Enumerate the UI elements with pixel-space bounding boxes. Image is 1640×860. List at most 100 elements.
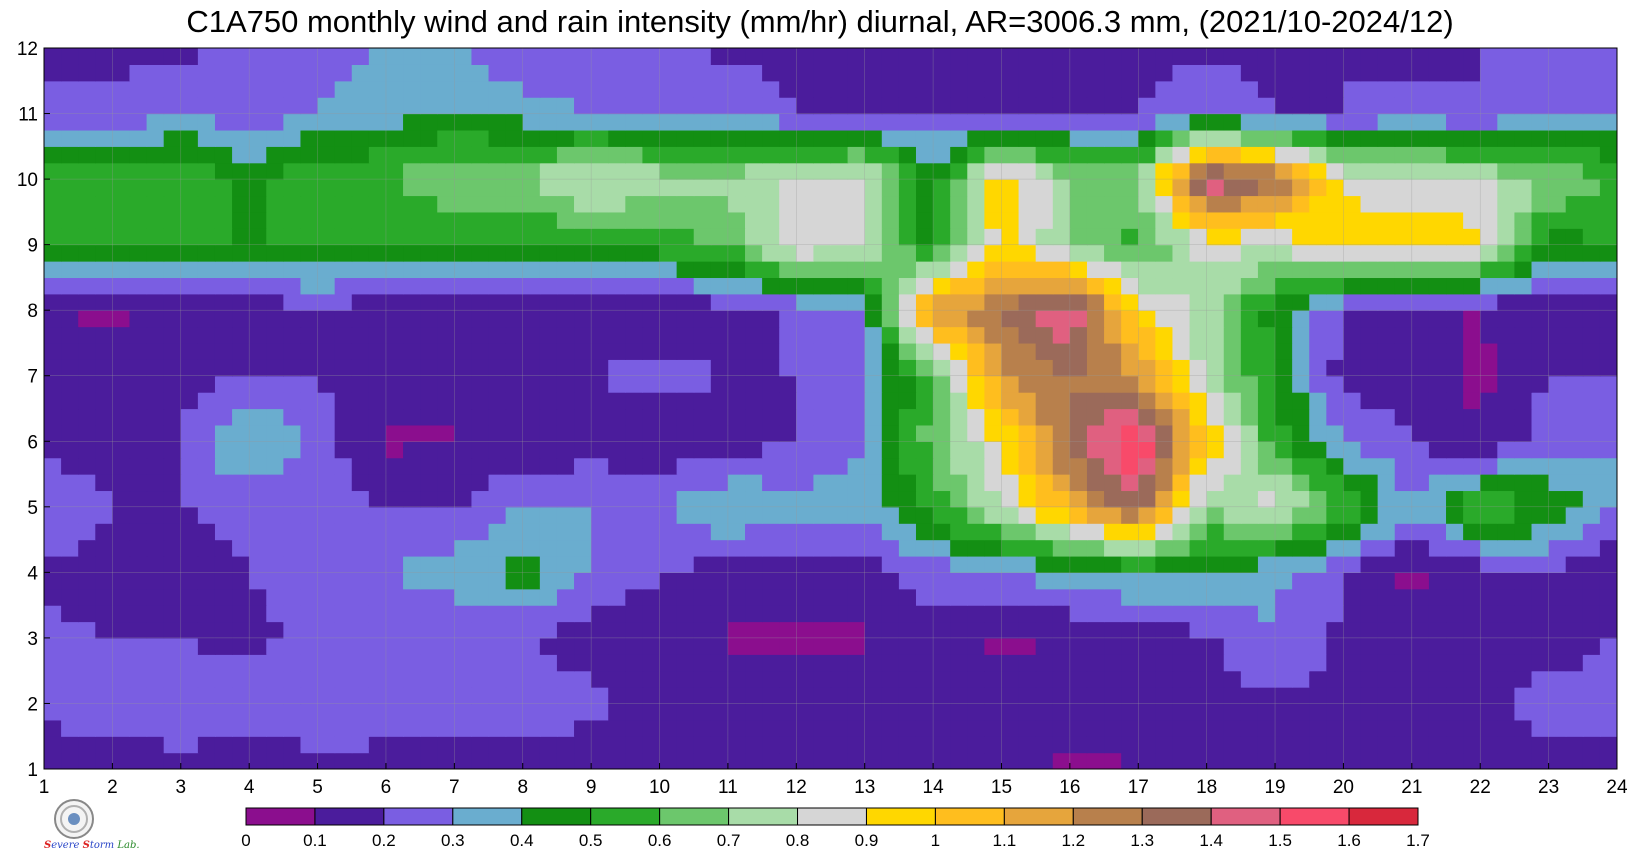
contour-cell: [334, 539, 353, 557]
contour-cell: [471, 637, 490, 655]
contour-cell: [1411, 293, 1430, 311]
contour-cell: [745, 719, 763, 737]
contour-cell: [334, 97, 353, 115]
contour-cell: [95, 211, 113, 229]
contour-cell: [1548, 146, 1567, 164]
contour-cell: [1104, 539, 1122, 557]
contour-cell: [847, 506, 866, 524]
contour-cell: [1463, 113, 1481, 131]
contour-cell: [1446, 474, 1464, 492]
contour-cell: [1497, 48, 1516, 65]
contour-cell: [368, 424, 387, 442]
contour-cell: [813, 506, 832, 524]
contour-cell: [1069, 195, 1088, 213]
contour-cell: [608, 474, 626, 492]
contour-cell: [334, 474, 353, 492]
contour-cell: [1155, 64, 1174, 82]
contour-cell: [368, 392, 387, 410]
contour-cell: [522, 572, 541, 590]
contour-cell: [1446, 654, 1464, 672]
contour-cell: [129, 654, 148, 672]
contour-cell: [950, 687, 968, 705]
contour-cell: [1599, 408, 1617, 426]
contour-cell: [915, 539, 934, 557]
contour-cell: [1206, 555, 1225, 573]
contour-cell: [129, 621, 148, 639]
contour-cell: [642, 375, 661, 393]
contour-cell: [1599, 375, 1617, 393]
contour-cell: [1257, 687, 1276, 705]
contour-cell: [1155, 80, 1174, 98]
contour-cell: [1343, 408, 1362, 426]
contour-cell: [249, 162, 267, 180]
contour-cell: [488, 80, 507, 98]
contour-cell: [933, 490, 951, 508]
contour-cell: [1463, 64, 1481, 82]
contour-cell: [454, 277, 473, 295]
contour-cell: [813, 752, 832, 769]
contour-cell: [471, 441, 490, 459]
contour-cell: [898, 424, 917, 442]
contour-cell: [1360, 179, 1379, 197]
contour-cell: [522, 408, 541, 426]
contour-cell: [813, 80, 832, 98]
contour-cell: [1275, 670, 1293, 688]
contour-cell: [505, 310, 524, 328]
contour-cell: [317, 97, 336, 115]
contour-cell: [488, 736, 507, 754]
contour-cell: [112, 539, 131, 557]
contour-cell: [1155, 703, 1174, 721]
contour-cell: [915, 605, 934, 623]
contour-cell: [1360, 129, 1379, 147]
contour-cell: [1497, 670, 1516, 688]
contour-cell: [1463, 736, 1481, 754]
contour-cell: [1240, 670, 1259, 688]
contour-cell: [488, 277, 507, 295]
contour-cell: [813, 424, 832, 442]
contour-cell: [539, 605, 558, 623]
contour-cell: [522, 605, 541, 623]
contour-cell: [385, 637, 404, 655]
contour-cell: [1086, 195, 1105, 213]
contour-cell: [95, 490, 113, 508]
contour-cell: [488, 523, 507, 541]
contour-cell: [1206, 375, 1225, 393]
contour-cell: [1172, 113, 1191, 131]
contour-cell: [659, 687, 678, 705]
contour-cell: [1531, 277, 1550, 295]
contour-cell: [300, 441, 319, 459]
contour-cell: [1411, 736, 1430, 754]
contour-cell: [967, 129, 985, 147]
contour-cell: [163, 572, 182, 590]
contour-cell: [488, 670, 507, 688]
contour-cell: [574, 670, 592, 688]
contour-cell: [1480, 752, 1498, 769]
contour-cell: [1377, 277, 1396, 295]
contour-cell: [471, 342, 490, 360]
contour-cell: [915, 261, 934, 279]
contour-cell: [1206, 670, 1225, 688]
contour-cell: [574, 162, 592, 180]
contour-cell: [898, 605, 917, 623]
contour-cell: [745, 244, 763, 262]
contour-cell: [522, 342, 541, 360]
contour-cell: [762, 342, 780, 360]
contour-cell: [1172, 621, 1191, 639]
contour-cell: [1121, 129, 1139, 147]
contour-cell: [967, 637, 985, 655]
contour-cell: [505, 670, 524, 688]
contour-cell: [1326, 736, 1345, 754]
contour-cell: [710, 97, 729, 115]
contour-cell: [1377, 588, 1396, 606]
contour-cell: [1121, 719, 1139, 737]
contour-cell: [625, 162, 644, 180]
contour-cell: [78, 195, 96, 213]
contour-cell: [1548, 621, 1567, 639]
contour-cell: [300, 474, 319, 492]
contour-cell: [1394, 146, 1413, 164]
contour-cell: [232, 752, 250, 769]
contour-cell: [1155, 474, 1174, 492]
contour-cell: [1480, 211, 1498, 229]
contour-cell: [1104, 654, 1122, 672]
contour-cell: [608, 326, 626, 344]
